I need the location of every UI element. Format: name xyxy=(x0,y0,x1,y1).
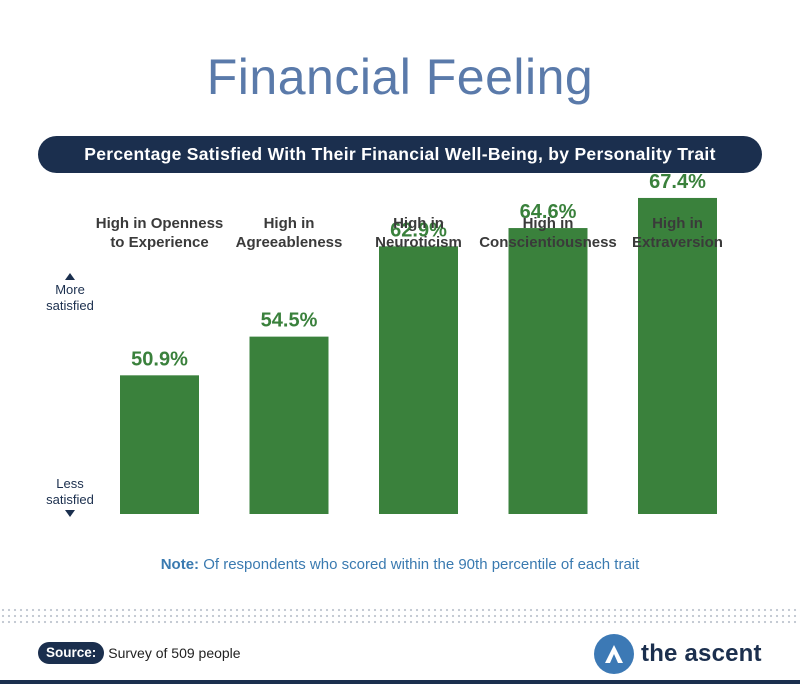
bar-value-label: 64.6% xyxy=(520,201,577,223)
axis-bottom-label: Less xyxy=(56,476,84,491)
brand-logo: the ascent xyxy=(594,634,762,674)
chart-subtitle: Percentage Satisfied With Their Financia… xyxy=(38,136,762,173)
category-label: Neuroticism xyxy=(375,234,462,251)
ascent-logo-icon xyxy=(594,634,634,674)
bar-value-label: 67.4% xyxy=(649,171,706,193)
bar xyxy=(379,246,458,514)
chart-title: Financial Feeling xyxy=(206,49,594,105)
note-text: Of respondents who scored within the 90t… xyxy=(199,556,640,573)
bar-value-label: 54.5% xyxy=(261,310,318,332)
category-label: High in xyxy=(264,215,315,232)
category-label: Conscientiousness xyxy=(479,234,617,251)
bar xyxy=(249,336,329,514)
source-line: Source: Survey of 509 people xyxy=(38,641,241,665)
category-label: High in Openness xyxy=(96,215,224,232)
axis-top-label: satisfied xyxy=(46,298,94,313)
axis-top-label: More xyxy=(55,282,85,297)
source-label: Source: xyxy=(38,642,105,664)
axis-bottom-label: satisfied xyxy=(46,492,94,507)
bar xyxy=(120,375,199,514)
category-label: Extraversion xyxy=(632,234,723,251)
category-label: Agreeableness xyxy=(236,234,343,251)
chart-note: Note: Of respondents who scored within t… xyxy=(0,556,800,573)
bar-chart: 50.9% High in Openness to Experience 54.5% H… xyxy=(46,171,723,517)
category-label: High in xyxy=(523,215,574,232)
bar xyxy=(638,197,717,514)
down-arrow-icon xyxy=(65,510,75,517)
dotted-divider xyxy=(0,607,800,627)
category-label: to Experience xyxy=(110,234,208,251)
source-text: Survey of 509 people xyxy=(108,645,241,661)
bar xyxy=(508,228,588,515)
category-label: High in xyxy=(652,215,703,232)
bar-value-label: 50.9% xyxy=(131,348,188,370)
up-arrow-icon xyxy=(65,273,75,280)
category-label: High in xyxy=(393,215,444,232)
chart-subtitle-text: Percentage Satisfied With Their Financia… xyxy=(84,144,716,164)
bottom-bar xyxy=(0,680,800,684)
brand-name: the ascent xyxy=(641,640,762,667)
note-label: Note: xyxy=(160,556,200,573)
bar-value-label: 62.9% xyxy=(390,219,447,241)
